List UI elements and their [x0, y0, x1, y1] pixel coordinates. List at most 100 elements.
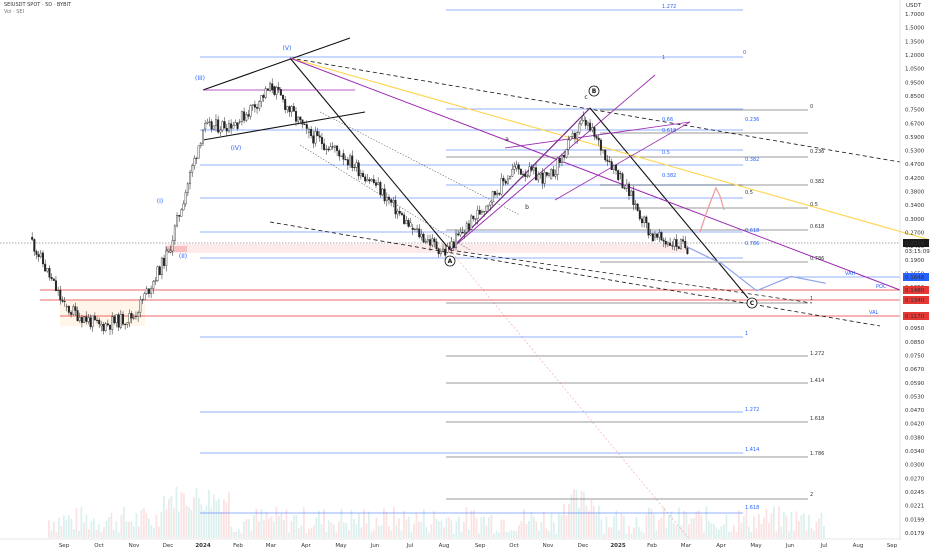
- trend-line: [289, 57, 931, 241]
- volume-bar: [155, 514, 158, 538]
- candle-body: [171, 240, 174, 252]
- candle-body: [128, 313, 131, 323]
- volume-bar: [385, 511, 388, 538]
- candle-body: [253, 104, 256, 108]
- fib-label: 2: [810, 492, 813, 498]
- candle-body: [625, 183, 628, 189]
- volume-bar: [675, 525, 678, 538]
- price-tick-label: 0.0270: [905, 476, 925, 482]
- volume-bar: [525, 523, 528, 538]
- volume-bar: [158, 526, 160, 538]
- price-tag: [903, 286, 929, 294]
- candle-body: [461, 231, 464, 234]
- price-tag-label: 0.2219: [905, 241, 925, 247]
- candle-body: [78, 317, 81, 321]
- candle-body: [52, 278, 55, 281]
- price-tick-label: 1.7000: [905, 12, 925, 18]
- volume-bar: [613, 516, 615, 538]
- price-tick-label: 0.3400: [905, 203, 925, 209]
- volume-bar: [663, 506, 665, 538]
- candle-body: [628, 183, 631, 196]
- price-tick-label: 1.0500: [905, 67, 925, 73]
- volume-bar: [215, 500, 218, 538]
- volume-bar: [615, 510, 618, 538]
- volume-bar: [265, 511, 268, 538]
- volume-bar: [645, 514, 648, 538]
- volume-bar: [648, 507, 650, 538]
- volume-bar: [228, 491, 230, 538]
- volume-bar: [415, 512, 418, 538]
- candle-body: [467, 223, 470, 230]
- price-tick-label: 1.5000: [905, 26, 925, 32]
- candle-body: [165, 250, 168, 266]
- volume-bar: [135, 513, 138, 538]
- volume-bar: [288, 532, 290, 538]
- volume-bar: [308, 528, 310, 538]
- candle-body: [325, 148, 328, 150]
- candle-body: [256, 107, 259, 109]
- volume-bar: [703, 532, 705, 538]
- fib-label: 0.66: [662, 117, 673, 123]
- volume-bar: [320, 524, 323, 538]
- candle-body: [541, 172, 544, 184]
- candle-body: [662, 239, 665, 242]
- candle-body: [85, 316, 88, 322]
- volume-bar: [420, 521, 423, 538]
- volume-bar: [668, 515, 670, 538]
- volume-bar: [263, 520, 265, 538]
- volume-bar: [338, 521, 340, 538]
- candle-body: [522, 173, 525, 175]
- candle-body: [556, 157, 559, 175]
- candle-body: [349, 155, 352, 166]
- volume-bar: [723, 524, 725, 538]
- volume-bar: [585, 505, 588, 538]
- volume-bar: [460, 531, 463, 538]
- candle-body: [346, 159, 349, 166]
- volume-bar: [85, 515, 88, 538]
- candle-body: [364, 176, 367, 182]
- candle-body: [130, 313, 133, 319]
- volume-bar: [103, 527, 105, 538]
- time-tick-label: Dec: [578, 543, 589, 549]
- candle-body: [658, 232, 661, 238]
- projection-path: [687, 186, 826, 292]
- candle-body: [314, 131, 317, 144]
- candle-body: [117, 314, 120, 328]
- volume-bar: [358, 513, 360, 538]
- horizontal-levels: [0, 9, 900, 514]
- candle-body: [35, 251, 38, 255]
- candle-body: [307, 128, 310, 133]
- candle-body: [411, 227, 414, 230]
- candle-body: [653, 233, 656, 238]
- candle-body: [137, 312, 140, 317]
- volume-bar: [130, 521, 133, 538]
- price-tag-label: 0.1480: [905, 288, 925, 294]
- candle-body: [645, 216, 648, 224]
- candle-body: [426, 239, 429, 242]
- countdown-label: 03:15:09: [905, 249, 930, 255]
- fib-label: 1.272: [662, 4, 676, 10]
- candle-body: [333, 145, 336, 148]
- volume-bar: [498, 532, 500, 538]
- volume-bar: [483, 516, 485, 538]
- volume-bar: [468, 529, 470, 538]
- volume-bar: [658, 519, 660, 538]
- volume-bar: [535, 521, 538, 538]
- volume-bar: [208, 489, 210, 538]
- fib-label: 1.618: [810, 416, 824, 422]
- volume-bar: [83, 522, 85, 538]
- volume-bar: [428, 532, 430, 538]
- candle-body: [316, 131, 319, 136]
- price-tick-label: 0.0380: [905, 435, 925, 441]
- time-tick-label: 2024: [195, 543, 210, 549]
- wave-circle: [746, 297, 758, 309]
- candle-body: [145, 288, 148, 294]
- candle-body: [61, 299, 64, 302]
- volume-bar: [708, 520, 710, 538]
- volume-bar: [685, 512, 688, 538]
- price-tag: [903, 296, 929, 304]
- volume-bar: [778, 506, 780, 538]
- candle-body: [100, 323, 103, 327]
- time-tick-label: Oct: [509, 543, 519, 549]
